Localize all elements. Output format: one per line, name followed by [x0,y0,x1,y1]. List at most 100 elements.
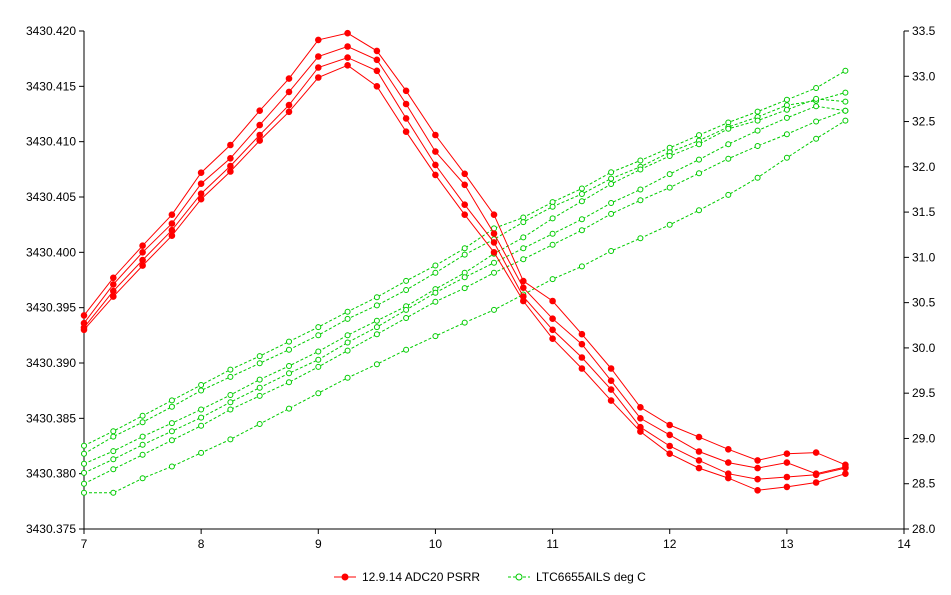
psrr-data-point [197,169,205,176]
temperature-data-point [842,98,849,105]
temperature-data-point [373,317,380,324]
psrr-data-point [490,211,498,218]
y-tick-label-right: 32.5 [912,115,936,129]
temperature-data-point [256,384,263,391]
plot-series [80,29,849,496]
psrr-data-point [607,386,615,393]
y-tick-label-left: 3430.410 [26,135,76,149]
psrr-data-point [168,232,176,239]
temperature-data-point [139,451,146,458]
psrr-data-point [285,108,293,116]
x-tick-label: 13 [780,537,794,551]
temperature-data-point [286,338,292,345]
temperature-data-point [168,463,175,470]
temperature-data-point [432,262,439,269]
psrr-data-point [256,131,264,139]
psrr-data-point [285,101,293,109]
psrr-data-point [666,442,674,450]
psrr-data-point [227,155,234,162]
y-tick-label-right: 32.0 [912,160,936,174]
psrr-data-point [842,470,849,478]
temperature-data-point [227,392,234,398]
psrr-data-point [227,141,234,149]
temperature-data-point [344,374,351,381]
temperature-data-point [286,405,292,412]
x-tick-label: 9 [315,537,322,551]
temperature-data-point [578,185,585,192]
y-tick-label-right: 31.5 [912,205,936,219]
psrr-data-point [520,297,527,305]
temperature-data-point [842,89,849,96]
temperature-data-point [842,107,849,114]
psrr-data-point [607,365,615,372]
temperature-data-point [315,363,322,370]
temperature-data-point [198,414,205,421]
temperature-data-point [373,302,380,309]
temperature-data-point [373,331,380,338]
temperature-data-point [139,412,146,419]
temperature-data-point [696,132,702,139]
legend-label-psrr: 12.9.14 ADC20 PSRR [362,570,480,584]
x-tick-label: 12 [663,537,677,551]
temperature-data-point [139,433,146,440]
psrr-data-point [139,262,146,269]
temperature-data-point [549,230,556,237]
temperature-data-point [578,216,585,223]
temperature-data-point [725,155,732,162]
temperature-data-point [81,460,87,467]
temperature-data-point [491,259,497,266]
psrr-data-point [783,483,791,491]
temperature-data-point [637,197,644,204]
temperature-data-point [696,170,702,177]
temperature-data-point [139,441,146,448]
psrr-data-point [549,297,556,305]
temperature-data-point [520,234,527,241]
temperature-data-point [373,294,380,301]
temperature-data-point [110,448,117,455]
temperature-data-point [198,422,205,429]
y-tick-label-right: 33.0 [912,69,936,83]
temperature-data-point [432,289,439,296]
temperature-data-point [608,248,615,254]
temperature-data-point [256,392,263,399]
y-tick-label-left: 3430.380 [26,467,76,481]
temperature-data-point [578,198,585,205]
psrr-data-point [344,29,351,37]
temperature-data-point [783,96,790,103]
temperature-series-line [83,110,846,485]
psrr-data-point [461,211,469,218]
psrr-data-point [695,448,703,455]
temperature-data-point [696,207,702,214]
temperature-data-point [578,191,585,197]
psrr-data-point [373,56,381,64]
psrr-data-point [139,242,146,249]
temperature-data-point [168,437,175,444]
temperature-data-point [168,403,175,410]
temperature-data-point [783,106,790,113]
y-tick-label-right: 30.0 [912,341,936,355]
psrr-data-point [695,433,703,441]
temperature-data-point [110,433,117,440]
psrr-data-point [110,281,117,288]
psrr-data-point [578,365,586,372]
psrr-data-point [197,195,205,203]
temperature-data-point [637,235,644,242]
y-tick-label-right: 29.0 [912,431,936,445]
psrr-data-point [402,87,410,95]
temperature-data-point [725,141,732,148]
psrr-data-point [168,211,176,218]
temperature-data-point [198,382,205,388]
y-tick-label-left: 3430.420 [26,24,76,38]
temperature-data-point [754,117,761,124]
temperature-data-point [286,363,292,369]
temperature-data-point [461,285,468,292]
temperature-data-point [168,428,175,435]
temperature-data-point [520,256,527,263]
psrr-data-point [490,239,498,246]
psrr-data-point [607,397,615,404]
y-tick-label-left: 3430.415 [26,79,76,93]
legend-label-temp: LTC6655AILS deg C [536,570,646,584]
temperature-data-point [198,406,205,413]
psrr-data-point [637,404,644,411]
temperature-data-point [286,370,292,377]
